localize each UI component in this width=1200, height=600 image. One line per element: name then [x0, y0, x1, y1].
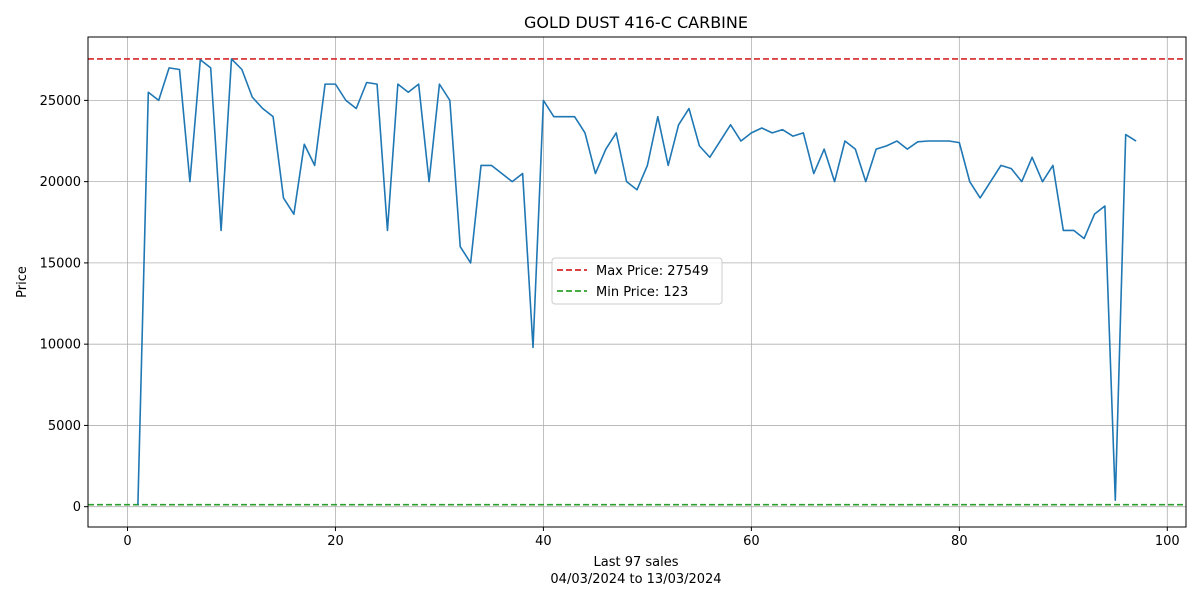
legend-min-label: Min Price: 123 [596, 285, 688, 300]
y-axis-label: Price [15, 266, 30, 298]
x-axis-label: Last 97 sales [593, 555, 678, 570]
price-series-line [137, 58, 1137, 505]
y-tick-label: 20000 [40, 175, 81, 190]
x-tick-label: 60 [743, 534, 760, 549]
legend-box [551, 257, 723, 305]
reference-lines [88, 58, 1186, 506]
x-tick-label: 20 [327, 534, 344, 549]
y-tick-label: 25000 [40, 94, 81, 109]
series-layer [137, 58, 1137, 505]
axis-ticks: 0 20 40 60 80 100 0 5000 10000 15000 20000 25000 [40, 94, 1180, 549]
legend: Max Price: 27549 Min Price: 123 [551, 257, 723, 305]
y-tick-label: 10000 [40, 338, 81, 353]
grid [88, 37, 1186, 527]
y-tick-label: 0 [73, 500, 81, 515]
x-tick-label: 80 [951, 534, 968, 549]
legend-max-label: Max Price: 27549 [596, 264, 709, 279]
chart-title: GOLD DUST 416-C CARBINE [524, 13, 748, 32]
x-tick-label: 40 [535, 534, 552, 549]
x-axis-sublabel: 04/03/2024 to 13/03/2024 [550, 572, 721, 587]
y-tick-label: 15000 [40, 256, 81, 271]
x-tick-label: 0 [123, 534, 131, 549]
y-tick-label: 5000 [48, 419, 81, 434]
plot-area-frame [87, 36, 1187, 528]
x-tick-label: 100 [1155, 534, 1180, 549]
